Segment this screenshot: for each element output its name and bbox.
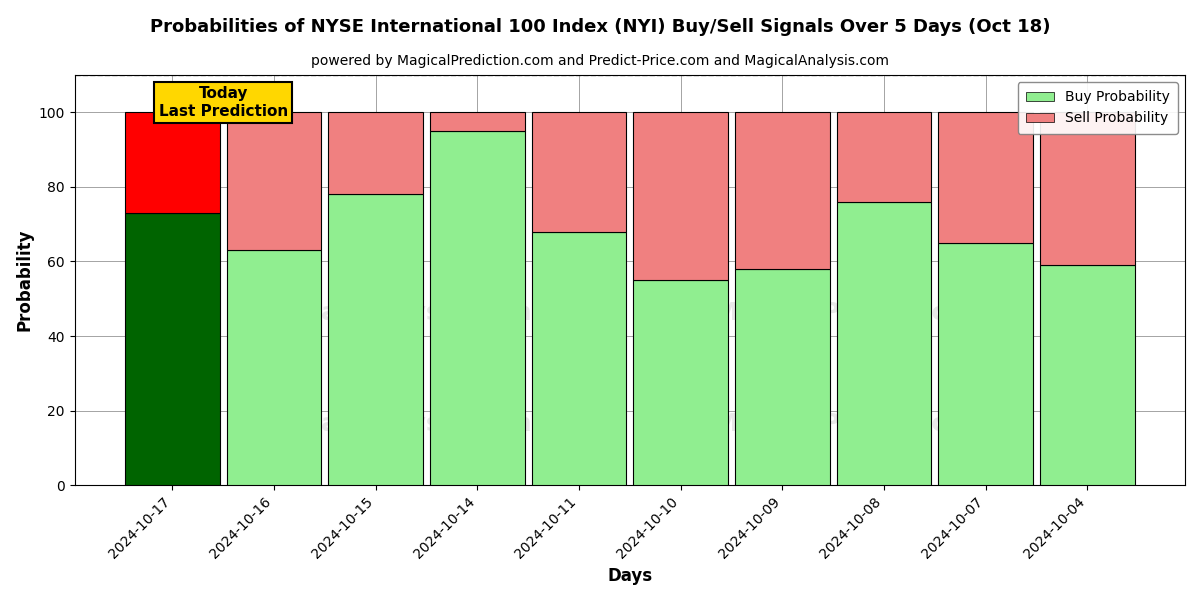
- Text: MagicalAnalysis.com: MagicalAnalysis.com: [239, 301, 533, 325]
- Bar: [938, 112, 1033, 243]
- Bar: [430, 131, 524, 485]
- Bar: [736, 112, 829, 269]
- Bar: [836, 112, 931, 202]
- Bar: [1040, 112, 1134, 265]
- Bar: [1040, 265, 1134, 485]
- Bar: [125, 112, 220, 213]
- X-axis label: Days: Days: [607, 567, 653, 585]
- Text: Today
Last Prediction: Today Last Prediction: [158, 86, 288, 119]
- Text: MagicalPrediction.com: MagicalPrediction.com: [714, 301, 1034, 325]
- Text: MagicalPrediction.com: MagicalPrediction.com: [714, 412, 1034, 436]
- Bar: [736, 269, 829, 485]
- Bar: [227, 112, 322, 250]
- Bar: [938, 243, 1033, 485]
- Y-axis label: Probability: Probability: [16, 229, 34, 331]
- Bar: [634, 280, 728, 485]
- Text: Probabilities of NYSE International 100 Index (NYI) Buy/Sell Signals Over 5 Days: Probabilities of NYSE International 100 …: [150, 18, 1050, 36]
- Bar: [329, 112, 422, 194]
- Bar: [634, 112, 728, 280]
- Legend: Buy Probability, Sell Probability: Buy Probability, Sell Probability: [1018, 82, 1178, 134]
- Text: MagicalAnalysis.com: MagicalAnalysis.com: [239, 412, 533, 436]
- Bar: [227, 250, 322, 485]
- Bar: [532, 232, 626, 485]
- Bar: [329, 194, 422, 485]
- Text: powered by MagicalPrediction.com and Predict-Price.com and MagicalAnalysis.com: powered by MagicalPrediction.com and Pre…: [311, 54, 889, 68]
- Bar: [125, 213, 220, 485]
- Bar: [836, 202, 931, 485]
- Bar: [430, 112, 524, 131]
- Bar: [532, 112, 626, 232]
